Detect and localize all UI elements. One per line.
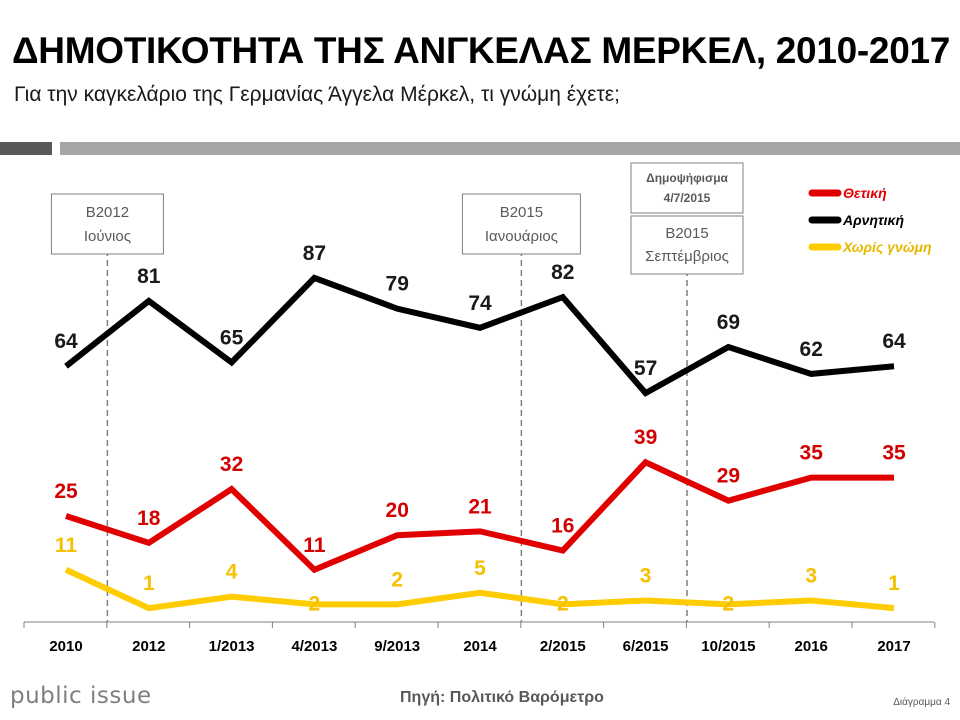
annotation-text: Ιούνιος xyxy=(84,228,131,245)
data-label: 29 xyxy=(717,465,740,488)
x-tick-label-6-2015: 6/2015 xyxy=(623,638,669,655)
x-tick-label-2014: 2014 xyxy=(463,638,497,655)
data-label: 18 xyxy=(137,507,161,530)
data-label: 65 xyxy=(220,326,244,349)
data-label: 69 xyxy=(717,311,740,334)
x-tick-label-2012: 2012 xyxy=(132,638,165,655)
data-label: 5 xyxy=(474,557,486,580)
legend-label: Θετική xyxy=(843,185,887,201)
annotation-text: Ιανουάριος xyxy=(485,228,558,245)
brand-logo-text: public issue xyxy=(10,683,152,709)
annotation-text: Σεπτέμβριος xyxy=(645,248,729,265)
data-label: 1 xyxy=(143,572,155,595)
election-annotations: Β2012 Ιούνιος Β2015 Ιανουάριος Δημοψήφισμα 4/… xyxy=(50,162,744,275)
data-label: 2 xyxy=(309,592,321,615)
x-tick-label-2016: 2016 xyxy=(795,638,828,655)
data-label: 21 xyxy=(468,495,492,518)
legend-label: Αρνητική xyxy=(842,212,904,228)
data-label: 39 xyxy=(634,426,657,449)
annotation-text: Β2015 xyxy=(500,204,543,221)
header-rule-light xyxy=(60,142,960,155)
data-label: 4 xyxy=(226,561,238,584)
data-label: 20 xyxy=(386,499,409,522)
annotation-box xyxy=(50,193,164,255)
data-label: 35 xyxy=(882,442,906,465)
popularity-line-chart: Β2012 Ιούνιος Β2015 Ιανουάριος Δημοψήφισμα 4/… xyxy=(23,162,936,655)
annotation-text: Δημοψήφισμα xyxy=(646,171,728,185)
data-label: 11 xyxy=(303,534,326,557)
data-label: 16 xyxy=(551,515,574,538)
data-label: 57 xyxy=(634,357,657,380)
data-label: 2 xyxy=(723,592,735,615)
annotation-box xyxy=(461,193,581,255)
data-label: 3 xyxy=(640,564,652,587)
x-tick-label-1-2013: 1/2013 xyxy=(209,638,255,655)
data-label: 2 xyxy=(391,568,403,591)
x-tick-label-4-2013: 4/2013 xyxy=(291,638,337,655)
data-label: 64 xyxy=(54,330,78,353)
legend-label: Χωρίς γνώμη xyxy=(842,239,932,255)
data-label: 2 xyxy=(557,592,569,615)
annotation-text: Β2015 xyxy=(665,225,708,242)
data-label: 1 xyxy=(888,572,900,595)
data-label: 87 xyxy=(303,242,326,265)
data-label: 82 xyxy=(551,261,574,284)
x-tick-label-10-2015: 10/2015 xyxy=(701,638,755,655)
annotation-box xyxy=(630,215,744,275)
data-label: 64 xyxy=(882,330,906,353)
x-axis: 2010 2012 1/2013 4/2013 9/2013 2014 2/2015 6/20… xyxy=(23,621,936,655)
x-tick-label-2010: 2010 xyxy=(49,638,82,655)
data-label: 81 xyxy=(137,265,161,288)
chart-legend: Θετική Αρνητική Χωρίς γνώμη xyxy=(808,185,932,255)
annotation-text: Β2012 xyxy=(86,204,129,221)
data-label: 79 xyxy=(386,273,409,296)
data-label: 11 xyxy=(55,534,78,557)
x-tick-label-9-2013: 9/2013 xyxy=(374,638,420,655)
header-rule-dark xyxy=(0,142,52,155)
x-tick-label-2017: 2017 xyxy=(877,638,910,655)
data-label: 62 xyxy=(800,338,823,361)
data-label: 74 xyxy=(468,292,492,315)
page-title: ΔΗΜΟΤΙΚΟΤΗΤΑ ΤΗΣ ΑΝΓΚΕΛΑΣ ΜΕΡΚΕΛ, 2010-2… xyxy=(12,30,951,71)
annotation-box xyxy=(630,162,744,214)
data-label: 25 xyxy=(54,480,78,503)
data-label: 3 xyxy=(805,564,817,587)
source-note: Πηγή: Πολιτικό Βαρόμετρο xyxy=(400,689,604,706)
diagram-number: Διάγραμμα 4 xyxy=(893,697,950,708)
data-label: 35 xyxy=(800,442,824,465)
annotation-text: 4/7/2015 xyxy=(664,191,711,205)
page-subtitle: Για την καγκελάριο της Γερμανίας Άγγελα … xyxy=(14,83,620,106)
series-lines xyxy=(64,274,895,612)
data-label: 32 xyxy=(220,453,243,476)
x-tick-label-2-2015: 2/2015 xyxy=(540,638,586,655)
